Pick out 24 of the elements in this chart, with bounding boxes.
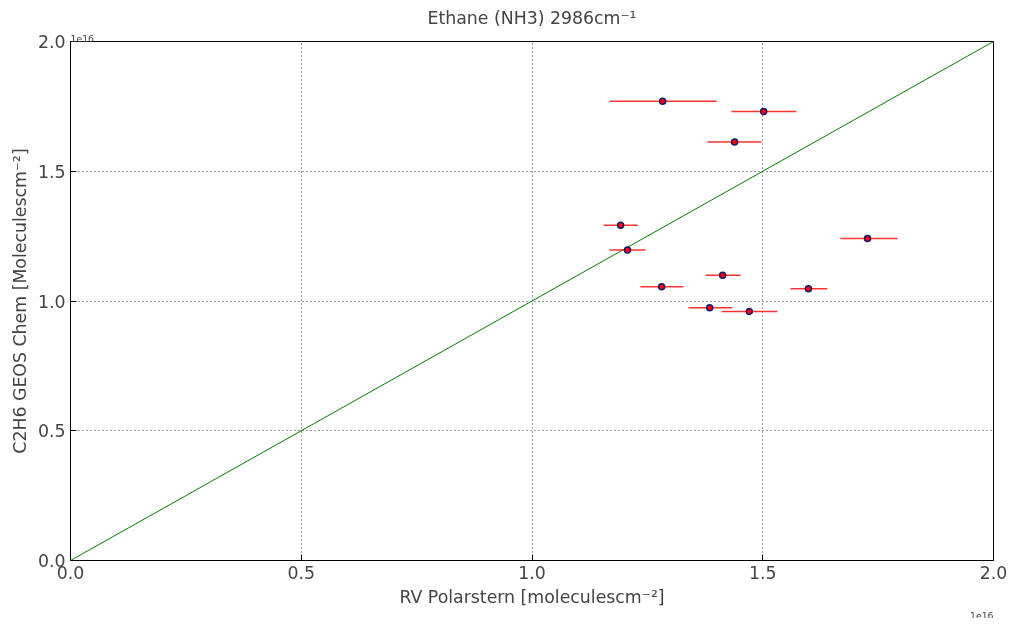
y-tick-label: 1.5 (37, 161, 66, 182)
x-tick-label: 2.0 (979, 562, 1008, 583)
annotation: 1e16 (70, 32, 95, 44)
point (730, 138, 739, 146)
point (863, 234, 872, 243)
point (657, 282, 666, 291)
y-axis-title: C2H6 GEOS Chem [Moleculescm⁻²] (9, 148, 30, 454)
point (745, 307, 754, 316)
text: 1e16 (969, 609, 994, 621)
point (804, 285, 813, 293)
y-tick-label: 0.5 (37, 421, 66, 442)
point (705, 304, 714, 312)
x-tick-label: 1.0 (518, 562, 546, 583)
y-tick-label: 1.0 (37, 291, 66, 312)
point (616, 221, 625, 229)
x-tick-label: 1.5 (748, 562, 777, 583)
x-tick-label: 0.5 (287, 562, 316, 583)
point (623, 246, 632, 254)
point (658, 97, 667, 105)
y-tick-label: 2.0 (37, 32, 66, 52)
point (759, 107, 768, 116)
point (718, 271, 727, 280)
chart-title: Ethane (NH3) 2986cm⁻¹ (427, 7, 637, 28)
x-axis-title: RV Polarstern [moleculescm⁻²] (399, 586, 665, 607)
